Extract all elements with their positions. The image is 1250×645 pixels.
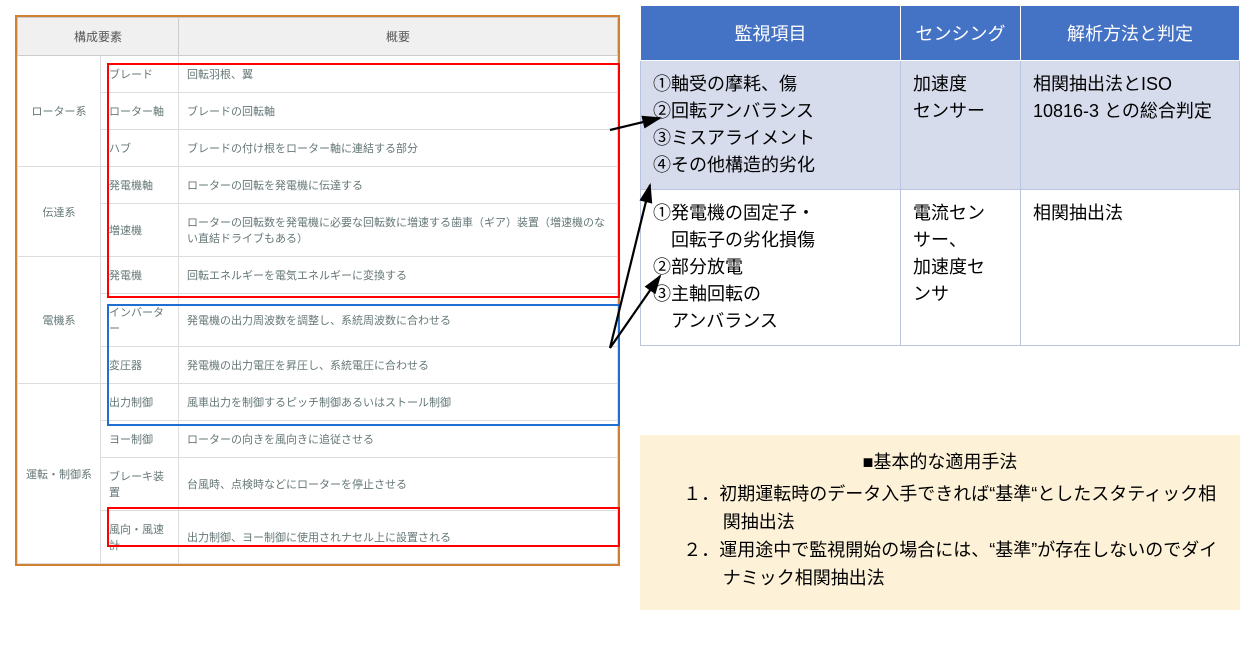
subcomponent-cell: ハブ (101, 130, 179, 167)
right-header-method: 解析方法と判定 (1021, 6, 1240, 61)
table-row: インバーター発電機の出力周波数を調整し、系統周波数に合わせる (18, 294, 618, 347)
monitoring-row: ①軸受の摩耗、傷 ②回転アンバランス ③ミスアライメント ④その他構造的劣化加速… (641, 61, 1240, 190)
description-cell: ローターの回転数を発電機に必要な回転数に増速する歯車（ギア）装置（増速機のない直… (179, 204, 618, 257)
table-row: ローター系ブレード回転羽根、翼 (18, 56, 618, 93)
description-cell: ローターの向きを風向きに追従させる (179, 421, 618, 458)
category-cell: 電機系 (18, 257, 101, 384)
category-cell: 運転・制御系 (18, 384, 101, 564)
left-header-summary: 概要 (179, 18, 618, 56)
table-row: ブレーキ装置台風時、点検時などにローターを停止させる (18, 458, 618, 511)
table-row: 電機系発電機回転エネルギーを電気エネルギーに変換する (18, 257, 618, 294)
description-cell: 出力制御、ヨー制御に使用されナセル上に設置される (179, 511, 618, 564)
subcomponent-cell: 変圧器 (101, 347, 179, 384)
description-cell: 台風時、点検時などにローターを停止させる (179, 458, 618, 511)
table-row: 運転・制御系出力制御風車出力を制御するピッチ制御あるいはストール制御 (18, 384, 618, 421)
table-row: ヨー制御ローターの向きを風向きに追従させる (18, 421, 618, 458)
left-components-table: 構成要素 概要 ローター系ブレード回転羽根、翼ローター軸ブレードの回転軸ハブブレ… (15, 15, 620, 566)
monitoring-cell-sensing: 電流セン サー、 加速度セ ンサ (901, 190, 1021, 346)
description-cell: 発電機の出力周波数を調整し、系統周波数に合わせる (179, 294, 618, 347)
subcomponent-cell: 増速機 (101, 204, 179, 257)
description-cell: 風車出力を制御するピッチ制御あるいはストール制御 (179, 384, 618, 421)
monitoring-cell-method: 相関抽出法とISO 10816-3 との総合判定 (1021, 61, 1240, 190)
monitoring-cell-sensing: 加速度 センサー (901, 61, 1021, 190)
subcomponent-cell: 風向・風速計 (101, 511, 179, 564)
subcomponent-cell: 発電機軸 (101, 167, 179, 204)
application-method-note: ■基本的な適用手法 １．初期運転時のデータ入手できれば“基準“としたスタティック… (640, 435, 1240, 610)
description-cell: ローターの回転を発電機に伝達する (179, 167, 618, 204)
description-cell: 回転エネルギーを電気エネルギーに変換する (179, 257, 618, 294)
monitoring-cell-method: 相関抽出法 (1021, 190, 1240, 346)
category-cell: ローター系 (18, 56, 101, 167)
monitoring-cell-items: ①発電機の固定子・ 回転子の劣化損傷 ②部分放電 ③主軸回転の アンバランス (641, 190, 901, 346)
note-title: ■基本的な適用手法 (658, 449, 1222, 477)
description-cell: 回転羽根、翼 (179, 56, 618, 93)
description-cell: ブレードの付け根をローター軸に連結する部分 (179, 130, 618, 167)
subcomponent-cell: ブレーキ装置 (101, 458, 179, 511)
table-row: ローター軸ブレードの回転軸 (18, 93, 618, 130)
components-table: 構成要素 概要 ローター系ブレード回転羽根、翼ローター軸ブレードの回転軸ハブブレ… (17, 17, 618, 564)
description-cell: ブレードの回転軸 (179, 93, 618, 130)
category-cell: 伝達系 (18, 167, 101, 257)
subcomponent-cell: ブレード (101, 56, 179, 93)
monitoring-table: 監視項目 センシング 解析方法と判定 ①軸受の摩耗、傷 ②回転アンバランス ③ミ… (640, 5, 1240, 346)
description-cell: 発電機の出力電圧を昇圧し、系統電圧に合わせる (179, 347, 618, 384)
subcomponent-cell: ヨー制御 (101, 421, 179, 458)
table-row: 増速機ローターの回転数を発電機に必要な回転数に増速する歯車（ギア）装置（増速機の… (18, 204, 618, 257)
table-row: 風向・風速計出力制御、ヨー制御に使用されナセル上に設置される (18, 511, 618, 564)
right-header-item: 監視項目 (641, 6, 901, 61)
monitoring-row: ①発電機の固定子・ 回転子の劣化損傷 ②部分放電 ③主軸回転の アンバランス電流… (641, 190, 1240, 346)
subcomponent-cell: 発電機 (101, 257, 179, 294)
table-row: 伝達系発電機軸ローターの回転を発電機に伝達する (18, 167, 618, 204)
subcomponent-cell: ローター軸 (101, 93, 179, 130)
subcomponent-cell: 出力制御 (101, 384, 179, 421)
subcomponent-cell: インバーター (101, 294, 179, 347)
note-item-1: １．初期運転時のデータ入手できれば“基準“としたスタティック相関抽出法 (658, 481, 1222, 537)
right-header-sensing: センシング (901, 6, 1021, 61)
monitoring-cell-items: ①軸受の摩耗、傷 ②回転アンバランス ③ミスアライメント ④その他構造的劣化 (641, 61, 901, 190)
table-row: ハブブレードの付け根をローター軸に連結する部分 (18, 130, 618, 167)
table-row: 変圧器発電機の出力電圧を昇圧し、系統電圧に合わせる (18, 347, 618, 384)
note-item-2: ２．運用途中で監視開始の場合には、“基準”が存在しないのでダイナミック相関抽出法 (658, 537, 1222, 593)
left-header-component: 構成要素 (18, 18, 179, 56)
